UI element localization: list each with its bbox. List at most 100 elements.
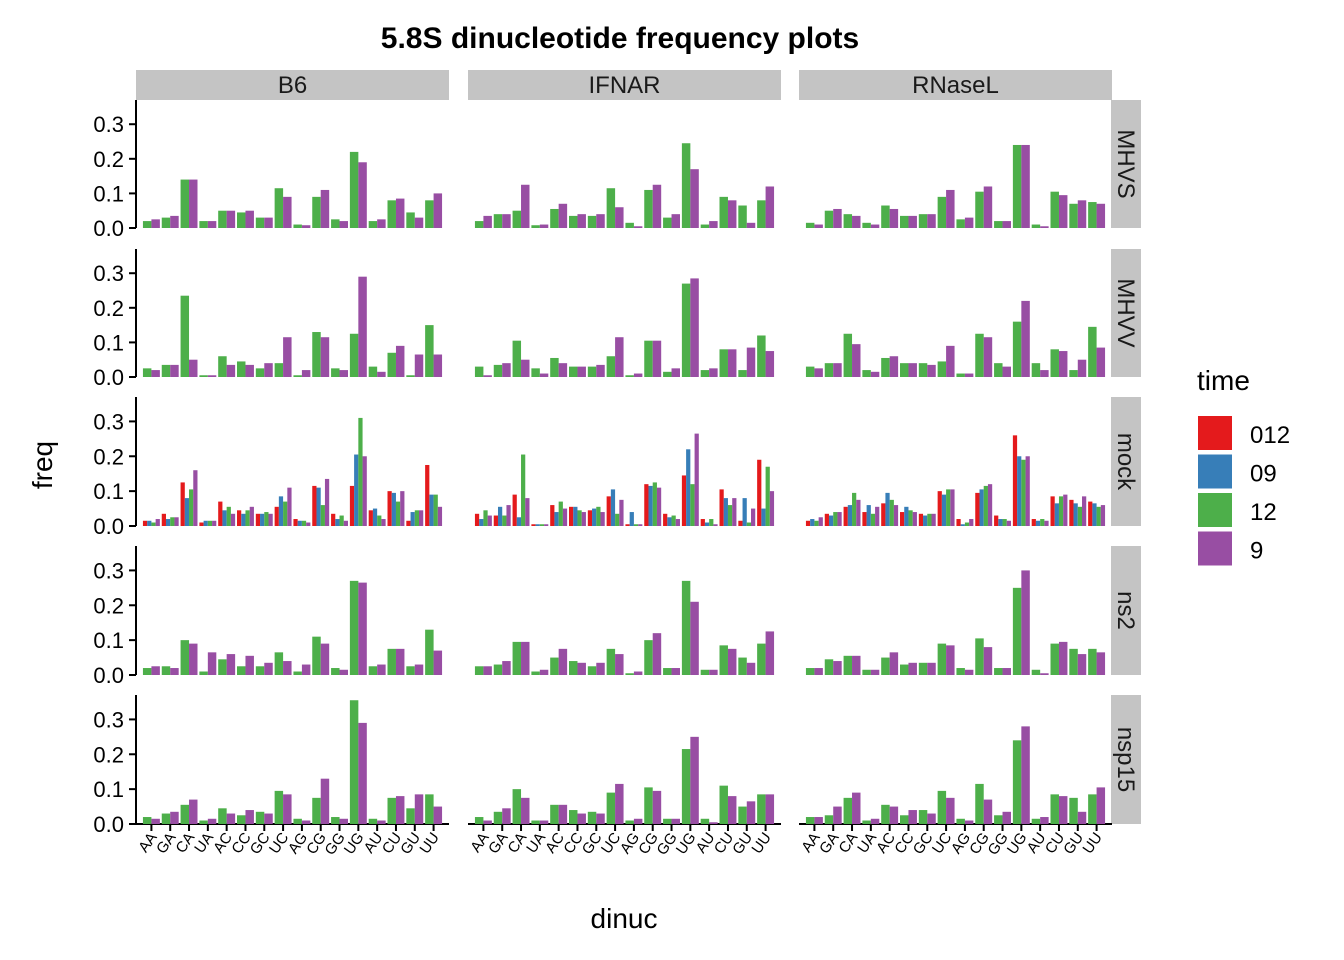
bar (320, 505, 325, 526)
bar (927, 214, 936, 228)
bar (885, 492, 890, 526)
bar (956, 519, 961, 526)
bar (1088, 326, 1097, 377)
bar (255, 513, 261, 526)
bar (283, 337, 292, 377)
bar (810, 519, 815, 526)
bar (927, 813, 936, 824)
bar (908, 215, 917, 228)
bar (663, 371, 672, 377)
y-tick-label: 0.2 (93, 147, 124, 172)
bar (297, 520, 302, 526)
bar (558, 203, 568, 228)
bar (474, 666, 484, 675)
bar (525, 498, 530, 526)
bar (264, 813, 273, 824)
bar (142, 817, 152, 824)
bar (1058, 641, 1068, 675)
bar (681, 143, 691, 228)
bar (226, 210, 236, 228)
bar (255, 217, 265, 228)
bar (237, 815, 246, 824)
y-tick-label: 0.3 (93, 261, 124, 286)
bar (562, 508, 568, 526)
bar (1069, 499, 1074, 526)
bar (531, 368, 540, 377)
bar (937, 196, 947, 228)
bar (165, 519, 171, 526)
bar (550, 505, 555, 526)
bar (690, 278, 699, 377)
bar (358, 722, 367, 824)
bar (331, 513, 336, 526)
bar (274, 652, 284, 675)
bar (406, 808, 415, 824)
bar (751, 508, 756, 526)
bar (833, 208, 842, 228)
bar (656, 487, 662, 526)
bar (151, 666, 160, 675)
bar (312, 196, 321, 228)
bar (1031, 363, 1041, 377)
bar (596, 662, 605, 675)
bar (757, 200, 766, 228)
bar (1077, 811, 1087, 824)
legend-label-12: 12 (1250, 499, 1277, 526)
bar (723, 498, 728, 526)
bar (946, 189, 955, 228)
y-tick-label: 0.0 (93, 663, 124, 688)
bar (474, 221, 484, 228)
bar (681, 475, 687, 526)
strip-ifnar (468, 70, 781, 100)
bar (189, 489, 194, 526)
bar (354, 454, 359, 526)
bar (946, 345, 955, 377)
bar (975, 492, 980, 526)
bar (274, 363, 284, 377)
bar (866, 505, 871, 526)
bar (1058, 796, 1068, 824)
bar (757, 643, 766, 675)
bar (824, 815, 834, 824)
bar (1031, 818, 1041, 824)
bar (493, 664, 503, 675)
bar (283, 501, 288, 526)
bar (983, 799, 993, 824)
bar (719, 645, 728, 675)
bar (719, 349, 728, 377)
bar (1096, 787, 1106, 824)
bar (358, 417, 363, 526)
bar (207, 375, 217, 377)
bar (218, 356, 227, 377)
bar (406, 212, 415, 228)
bar (539, 669, 549, 675)
bar (161, 666, 171, 675)
bar (381, 519, 386, 526)
bar (652, 184, 662, 228)
bar (483, 215, 492, 228)
bar (814, 368, 823, 377)
bar (956, 668, 965, 675)
bar (1096, 203, 1106, 228)
bar (237, 510, 242, 526)
bar (433, 650, 443, 675)
bar (629, 512, 634, 526)
bar (174, 517, 179, 526)
bar (339, 221, 348, 228)
bar (606, 496, 611, 526)
bar (483, 375, 492, 377)
strip-mock (1111, 397, 1141, 526)
bar (652, 340, 662, 377)
bar (226, 813, 236, 824)
bar (1002, 519, 1007, 526)
bar (950, 489, 955, 526)
strip-label-b6: B6 (278, 72, 307, 99)
bar (638, 524, 643, 526)
bar (843, 214, 853, 228)
legend-swatch-09 (1198, 454, 1232, 489)
bar (180, 179, 190, 228)
strip-b6 (136, 70, 449, 100)
bar (387, 352, 396, 377)
bar (377, 820, 386, 824)
bar (199, 221, 208, 228)
